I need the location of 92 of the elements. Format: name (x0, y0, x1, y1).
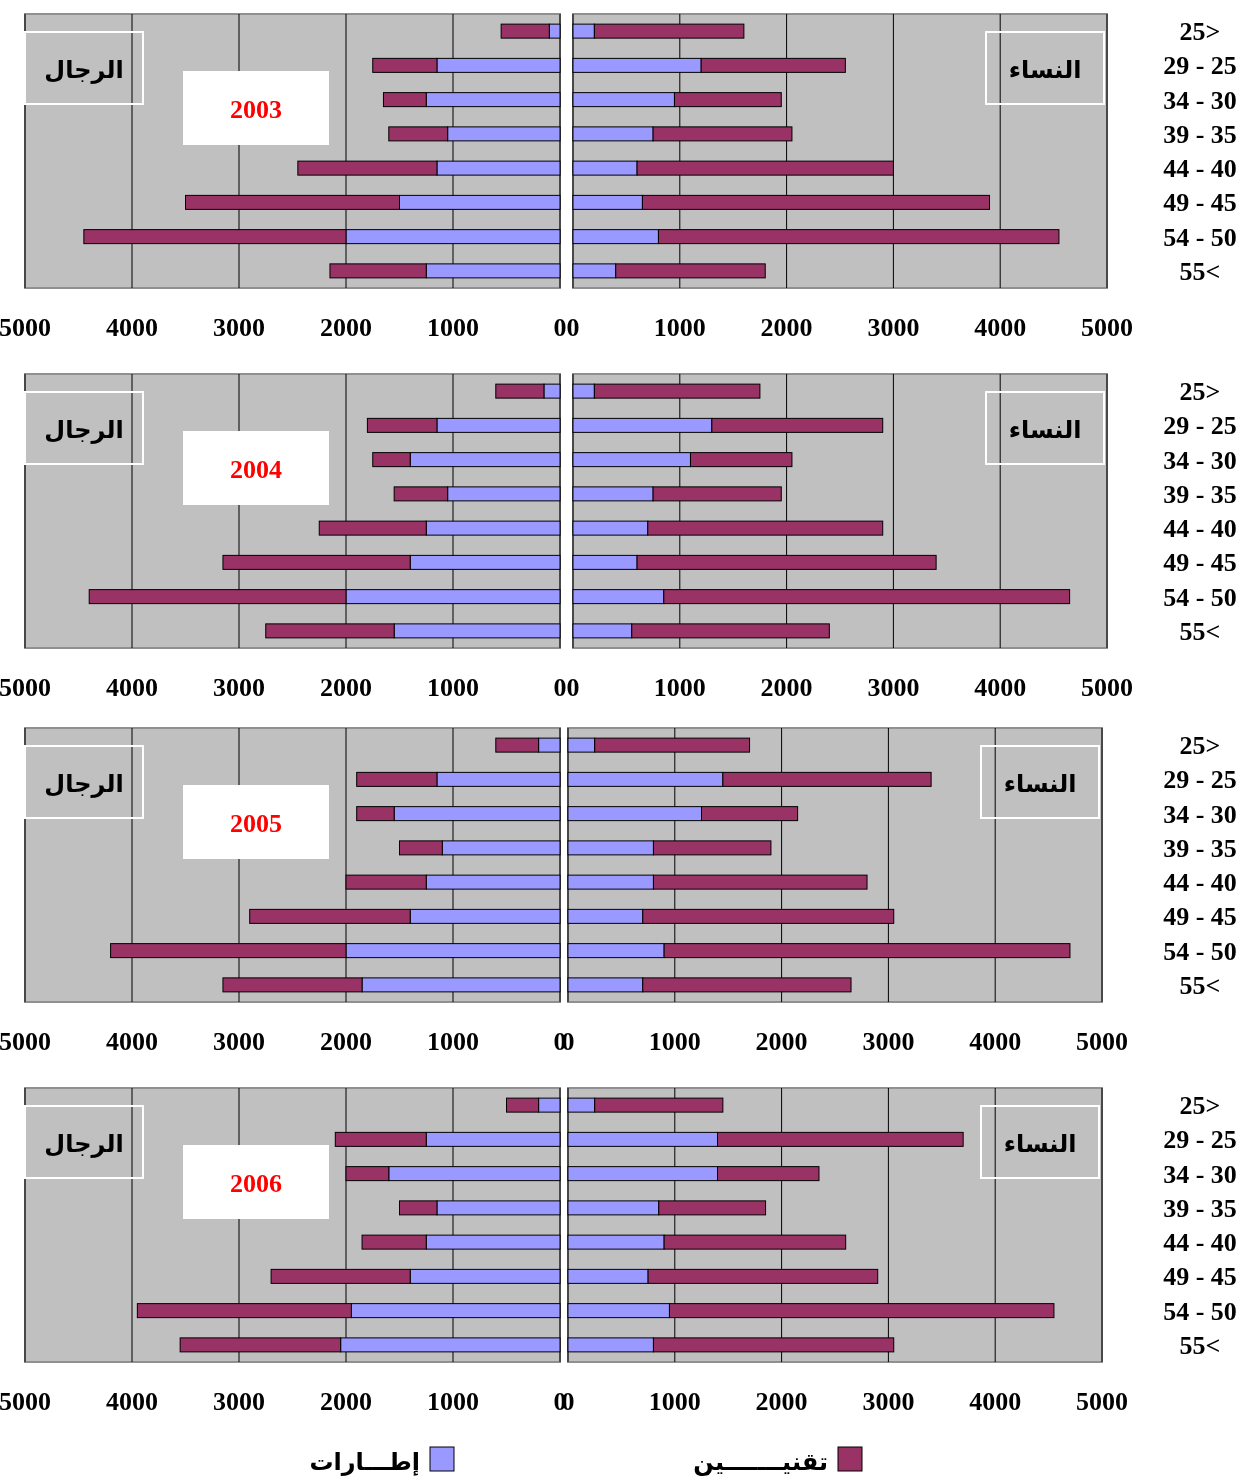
y-tick-label: 34 - 30 (1163, 445, 1237, 475)
y-tick-label: 39 - 35 (1163, 119, 1237, 149)
x-tick-label: 5000 (0, 1027, 51, 1056)
x-tick-label: 2000 (760, 673, 813, 702)
x-tick-label: 2000 (755, 1387, 808, 1416)
y-tick-label: 34 - 30 (1163, 799, 1237, 829)
legend-entry: تقنيـــــــين (693, 1446, 863, 1476)
x-tick-label: 1000 (653, 673, 706, 702)
legend-label: تقنيـــــــين (693, 1448, 828, 1476)
x-tick-label: 1000 (648, 1027, 701, 1056)
y-tick-label: 54 - 50 (1163, 936, 1237, 966)
x-tick-label: 4000 (969, 1027, 1022, 1056)
annotation: الرجال (44, 1130, 124, 1158)
y-tick-label: 44 - 40 (1163, 868, 1237, 898)
text: 2006 (230, 1169, 282, 1198)
y-tick-label: 25> (1179, 731, 1221, 761)
annotation: النساء (1003, 770, 1077, 798)
x-tick-label: 5000 (1081, 673, 1133, 702)
x-tick-label: 1000 (427, 673, 479, 702)
y-tick-label: 49 - 45 (1163, 902, 1237, 932)
y-tick-label: 49 - 45 (1163, 548, 1237, 578)
x-tick-label: 3000 (213, 1027, 265, 1056)
x-tick-label: 5000 (0, 313, 51, 342)
y-tick-label: 44 - 40 (1163, 514, 1237, 544)
x-tick-label: 1000 (427, 313, 479, 342)
y-tick-label: 44 - 40 (1163, 1228, 1237, 1258)
y-tick-label: 55< (1179, 256, 1221, 286)
x-tick-label: 2000 (320, 1027, 372, 1056)
annotation: الرجال (44, 416, 124, 444)
x-tick-label: 0 (553, 313, 567, 342)
x-tick-label: 4000 (969, 1387, 1022, 1416)
y-tick-label: 34 - 30 (1163, 1159, 1237, 1189)
annotation: الرجال (44, 56, 124, 84)
y-tick-label: 25> (1179, 17, 1221, 47)
x-tick-label: 1000 (653, 313, 706, 342)
x-tick-label: 4000 (106, 313, 158, 342)
y-tick-label: 55< (1179, 1330, 1221, 1360)
x-tick-label: 4000 (106, 1027, 158, 1056)
x-tick-label: 5000 (0, 673, 51, 702)
y-tick-label: 29 - 25 (1163, 51, 1237, 81)
annotation: النساء (1003, 1130, 1077, 1158)
x-tick-label: 4000 (106, 673, 158, 702)
y-tick-label: 39 - 35 (1163, 479, 1237, 509)
x-tick-label: 0 (566, 673, 580, 702)
x-tick-label: 4000 (974, 673, 1027, 702)
y-tick-label: 39 - 35 (1163, 833, 1237, 863)
annotation: الرجال (44, 770, 124, 798)
x-tick-label: 2000 (320, 313, 372, 342)
x-tick-label: 3000 (213, 1387, 265, 1416)
x-tick-label: 2000 (760, 313, 813, 342)
y-tick-label: 44 - 40 (1163, 154, 1237, 184)
x-tick-label: 5000 (1076, 1387, 1128, 1416)
annotation: النساء (1008, 416, 1082, 444)
x-tick-label: 1000 (427, 1027, 479, 1056)
x-tick-label: 5000 (0, 1387, 51, 1416)
y-tick-label: 55< (1179, 616, 1221, 646)
text: 2003 (230, 95, 282, 124)
y-tick-label: 54 - 50 (1163, 222, 1237, 252)
y-tick-label: 54 - 50 (1163, 582, 1237, 612)
x-tick-label: 2000 (755, 1027, 808, 1056)
x-tick-label: 5000 (1076, 1027, 1128, 1056)
y-tick-label: 29 - 25 (1163, 411, 1237, 441)
x-tick-label: 2000 (320, 673, 372, 702)
x-tick-label: 0 (566, 313, 580, 342)
x-tick-label: 5000 (1081, 313, 1133, 342)
annotation: النساء (1008, 56, 1082, 84)
x-tick-label: 3000 (867, 673, 920, 702)
y-tick-label: 25> (1179, 377, 1221, 407)
y-tick-label: 39 - 35 (1163, 1193, 1237, 1223)
y-tick-label: 55< (1179, 970, 1221, 1000)
x-tick-label: 3000 (862, 1387, 915, 1416)
legend-entry: إطـــارات (309, 1446, 455, 1476)
x-tick-label: 4000 (106, 1387, 158, 1416)
x-tick-label: 1000 (648, 1387, 701, 1416)
y-tick-label: 49 - 45 (1163, 188, 1237, 218)
y-tick-label: 29 - 25 (1163, 1125, 1237, 1155)
x-tick-label: 2000 (320, 1387, 372, 1416)
x-tick-label: 1000 (427, 1387, 479, 1416)
x-tick-label: 4000 (974, 313, 1027, 342)
x-tick-label: 3000 (862, 1027, 915, 1056)
y-tick-label: 54 - 50 (1163, 1296, 1237, 1326)
y-tick-label: 49 - 45 (1163, 1262, 1237, 1292)
y-tick-label: 29 - 25 (1163, 765, 1237, 795)
y-tick-label: 34 - 30 (1163, 85, 1237, 115)
text: 2004 (230, 455, 282, 484)
x-tick-label: 3000 (213, 673, 265, 702)
x-tick-label: 3000 (867, 313, 920, 342)
y-tick-label: 25> (1179, 1091, 1221, 1121)
x-tick-label: 3000 (213, 313, 265, 342)
x-tick-label: 0 (553, 673, 567, 702)
text: 2005 (230, 809, 282, 838)
legend-label: إطـــارات (309, 1448, 420, 1476)
